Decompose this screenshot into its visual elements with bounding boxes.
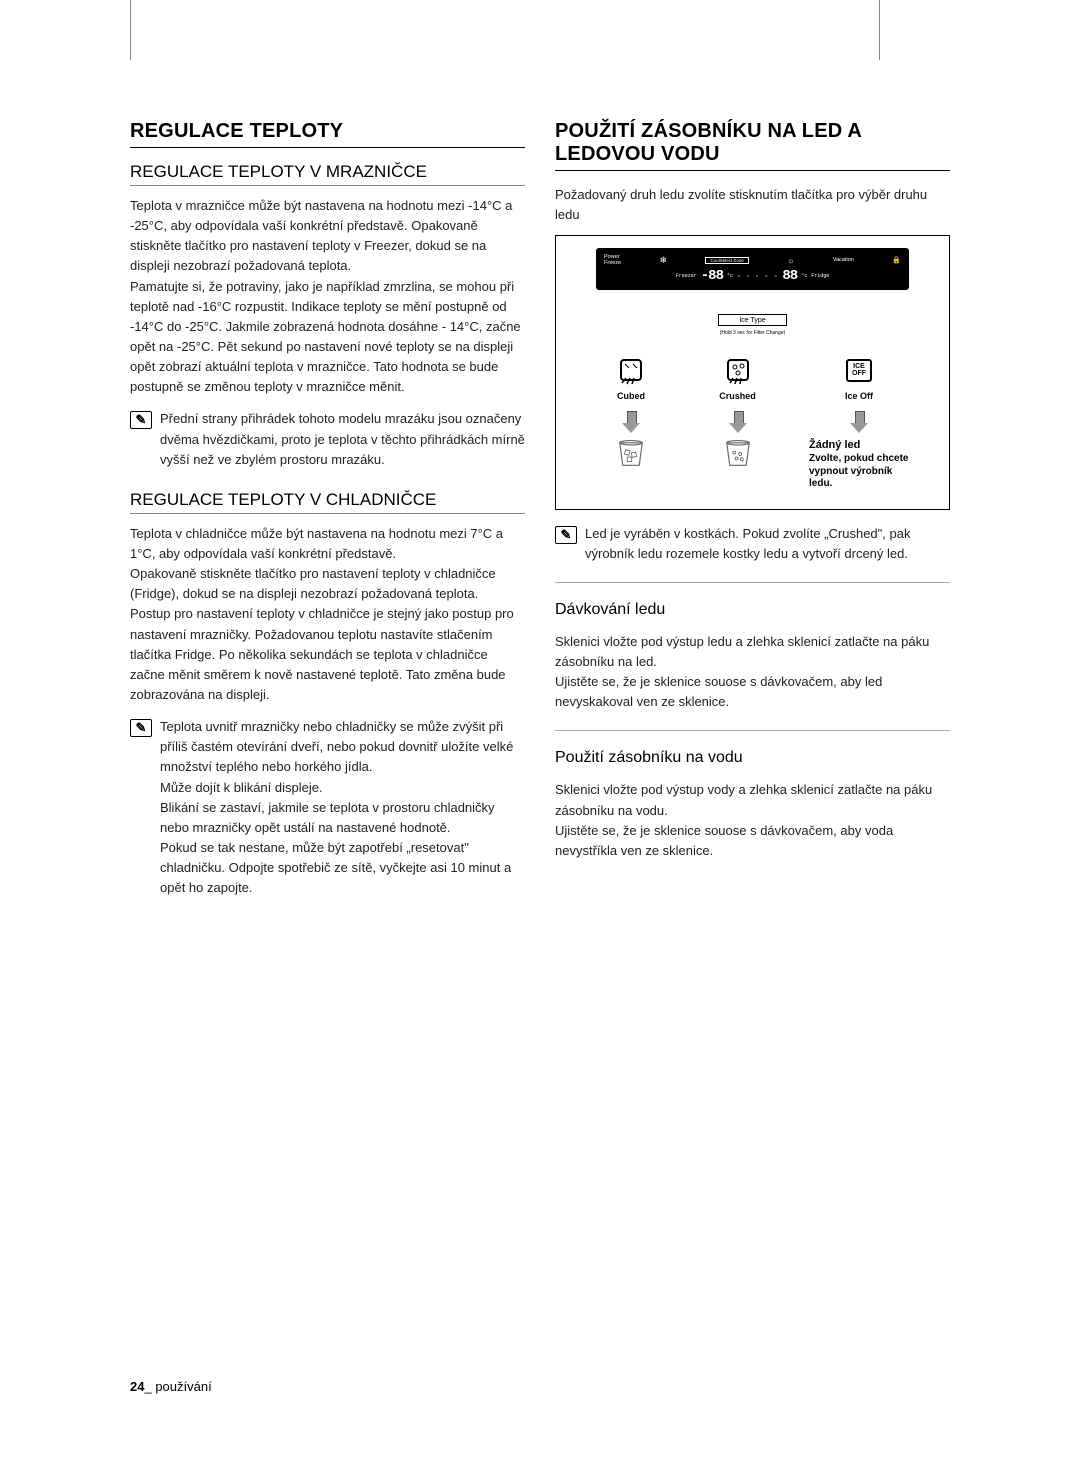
heading-davkovani: Dávkování ledu: [555, 601, 950, 622]
body-voda: Sklenici vložte pod výstup vody a zlehka…: [555, 780, 950, 861]
zadny-led-body: Zvolte, pokud chcete vypnout výrobník le…: [809, 453, 909, 491]
body-chladnicka: Teplota v chladničce může být nastavena …: [130, 524, 525, 705]
zadny-led-text: Žádný led Zvolte, pokud chcete vypnout v…: [809, 439, 909, 490]
top-page-crop: [130, 0, 880, 60]
heading-chladnicka: REGULACE TEPLOTY V CHLADNIČCE: [130, 490, 525, 514]
right-column: POUŽITÍ ZÁSOBNÍKU NA LED A LEDOVOU VODU …: [555, 120, 950, 898]
control-panel: Power Freeze ❄ CoolSelect Zone ☼ Vacatio…: [596, 248, 909, 290]
footer-sep: _: [144, 1379, 151, 1394]
arrow-down-icon: [622, 411, 640, 433]
cubed-icon: [616, 355, 646, 385]
body-davkovani: Sklenici vložte pod výstup ledu a zlehka…: [555, 632, 950, 713]
note-icon: ✎: [555, 526, 577, 544]
cubed-label: Cubed: [596, 391, 666, 401]
crushed-icon: [723, 355, 753, 385]
note-icon: ✎: [130, 719, 152, 737]
divider: [555, 730, 950, 731]
panel-vacation-icon: ☼: [787, 256, 794, 265]
footer-label: používání: [152, 1379, 212, 1394]
ice-type-diagram: Power Freeze ❄ CoolSelect Zone ☼ Vacatio…: [555, 235, 950, 509]
ice-off-icon-bot: OFF: [852, 370, 866, 378]
option-crushed: Crushed: [703, 352, 773, 471]
panel-freezer-label: Freezer: [676, 273, 697, 279]
ice-type-button-sub: (Hold 3 sec for Filter Change): [596, 330, 909, 336]
panel-fridge-temp: 88: [782, 268, 797, 284]
note-chladnicka: ✎ Teplota uvnitř mrazničky nebo chladnič…: [130, 717, 525, 898]
note-chladnicka-text: Teplota uvnitř mrazničky nebo chladničky…: [160, 717, 525, 898]
panel-fridge-label: Fridge: [811, 273, 829, 279]
zadny-led-title: Žádný led: [809, 439, 909, 453]
left-column: REGULACE TEPLOTY REGULACE TEPLOTY V MRAZ…: [130, 120, 525, 898]
glass-cubed-icon: [611, 439, 651, 469]
page-number: 24: [130, 1379, 144, 1394]
note-mraznicka-text: Přední strany přihrádek tohoto modelu mr…: [160, 409, 525, 469]
arrow-down-icon: [850, 411, 868, 433]
ice-off-label: Ice Off: [809, 391, 909, 401]
panel-coolselect: CoolSelect Zone: [705, 257, 748, 264]
panel-vacation: Vacation: [833, 257, 854, 263]
note-led-text: Led je vyráběn v kostkách. Pokud zvolíte…: [585, 524, 950, 564]
ice-off-icon: ICE OFF: [846, 359, 872, 382]
page-footer: 24_ používání: [130, 1379, 212, 1394]
heading-mraznicka: REGULACE TEPLOTY V MRAZNIČCE: [130, 162, 525, 186]
heading-voda: Použití zásobníku na vodu: [555, 749, 950, 770]
option-cubed: Cubed: [596, 352, 666, 471]
heading-zasobnik: POUŽITÍ ZÁSOBNÍKU NA LED A LEDOVOU VODU: [555, 120, 950, 171]
intro-zasobnik: Požadovaný druh ledu zvolíte stisknutím …: [555, 185, 950, 225]
ice-type-button-label: Ice Type: [718, 314, 786, 326]
divider: [555, 582, 950, 583]
panel-snowflake-icon: ❄: [660, 255, 668, 266]
crushed-label: Crushed: [703, 391, 773, 401]
note-mraznicka: ✎ Přední strany přihrádek tohoto modelu …: [130, 409, 525, 469]
body-mraznicka: Teplota v mrazničce může být nastavena n…: [130, 196, 525, 397]
panel-power-freeze: Power Freeze: [604, 254, 621, 266]
panel-ice-icons: ▫ ▫ ▫ ▫ ▫: [737, 273, 778, 280]
ice-options-row: Cubed: [596, 352, 909, 490]
glass-crushed-icon: [718, 439, 758, 469]
ice-off-icon-top: ICE: [852, 363, 866, 371]
note-led: ✎ Led je vyráběn v kostkách. Pokud zvolí…: [555, 524, 950, 564]
option-ice-off: ICE OFF Ice Off Žádný led Zvolte, pokud …: [809, 352, 909, 490]
arrow-down-icon: [729, 411, 747, 433]
heading-regulace-teploty: REGULACE TEPLOTY: [130, 120, 525, 148]
panel-freezer-temp: -88: [701, 268, 723, 284]
panel-lock-icon: 🔒: [892, 256, 901, 264]
page-content: REGULACE TEPLOTY REGULACE TEPLOTY V MRAZ…: [0, 0, 1080, 898]
note-icon: ✎: [130, 411, 152, 429]
